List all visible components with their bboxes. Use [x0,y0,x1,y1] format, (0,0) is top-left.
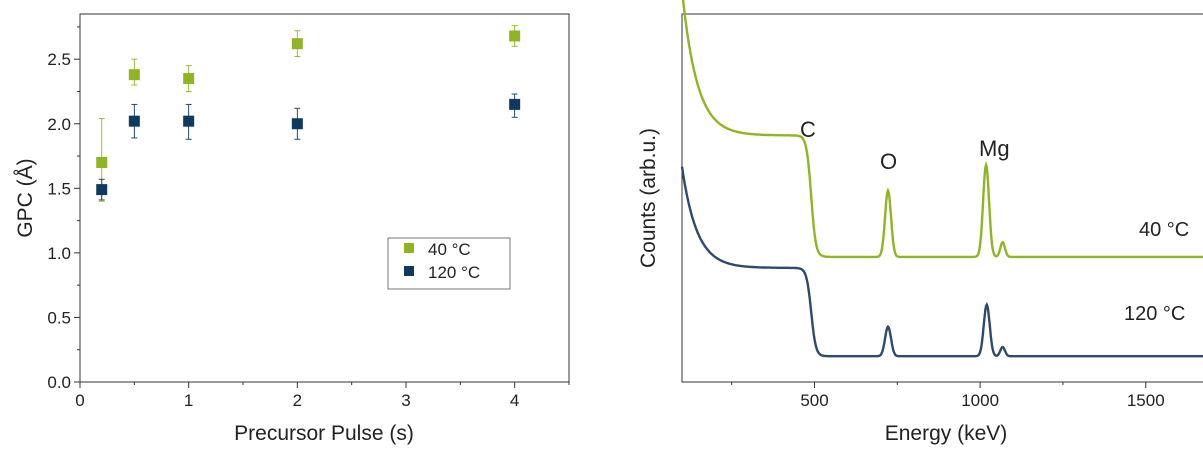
left-axis-ticks: 0 1 2 3 4 0.0 0.5 1.0 1.5 2.0 2.5 [47,26,570,410]
right-x-tick-label: 500 [800,391,828,410]
left-y-tick-label: 0.5 [47,308,71,327]
left-y-tick-label: 1.0 [47,244,71,263]
right-y-axis-title: Counts (arb.u.) [637,128,660,268]
spectrum-curves [680,0,1203,358]
right-x-tick-label: 1500 [1127,391,1165,410]
data-point-120c [183,115,195,127]
legend-label-40c: 40 °C [428,240,471,259]
left-plot-frame [79,13,570,383]
right-x-axis-title: Energy (keV) [885,422,1008,445]
data-point-120c [128,115,140,127]
left-x-tick-label: 4 [510,391,519,410]
spectrum-120c [680,166,1203,358]
spectrum-40c [681,0,1203,259]
left-x-tick-label: 3 [401,391,410,410]
left-x-tick-label: 2 [293,391,302,410]
curve-label-120c: 120 °C [1124,303,1185,325]
eds-spectrum-chart: 500 1000 1500 Energy (keV) Counts (arb.u.)… [637,0,1203,445]
right-x-tick-label: 1000 [961,391,999,410]
curve-label-40c: 40 °C [1139,219,1189,241]
data-point-120c [96,184,108,196]
left-y-tick-label: 2.5 [47,50,71,69]
left-y-tick-label: 2.0 [47,115,71,134]
left-y-tick-label: 1.5 [47,179,71,198]
left-x-axis-title: Precursor Pulse (s) [234,422,414,445]
legend: 40 °C 120 °C [387,237,511,290]
data-point-40c [509,30,521,42]
data-point-120c [291,118,303,130]
legend-label-120c: 120 °C [428,263,480,282]
data-point-40c [128,69,140,81]
left-x-tick-label: 1 [184,391,193,410]
peak-label-c: C [800,117,816,142]
peak-label-o: O [880,149,897,174]
left-errorbars [98,25,518,202]
left-y-axis-title: GPC (Å) [14,158,37,237]
right-axis-ticks: 500 1000 1500 [731,382,1165,410]
right-plot-frame [681,13,1203,383]
data-point-40c [291,38,303,50]
left-y-tick-label: 0.0 [47,373,71,392]
left-x-tick-label: 0 [75,391,84,410]
data-point-120c [509,98,521,110]
left-data-points [96,30,521,196]
legend-marker-120c [404,266,414,276]
gpc-chart: 0 1 2 3 4 0.0 0.5 1.0 1.5 2.0 2.5 Precursor Pulse … [14,13,570,445]
peak-label-mg: Mg [979,136,1010,161]
legend-marker-40c [404,243,414,253]
data-point-40c [96,156,108,168]
data-point-40c [183,73,195,85]
